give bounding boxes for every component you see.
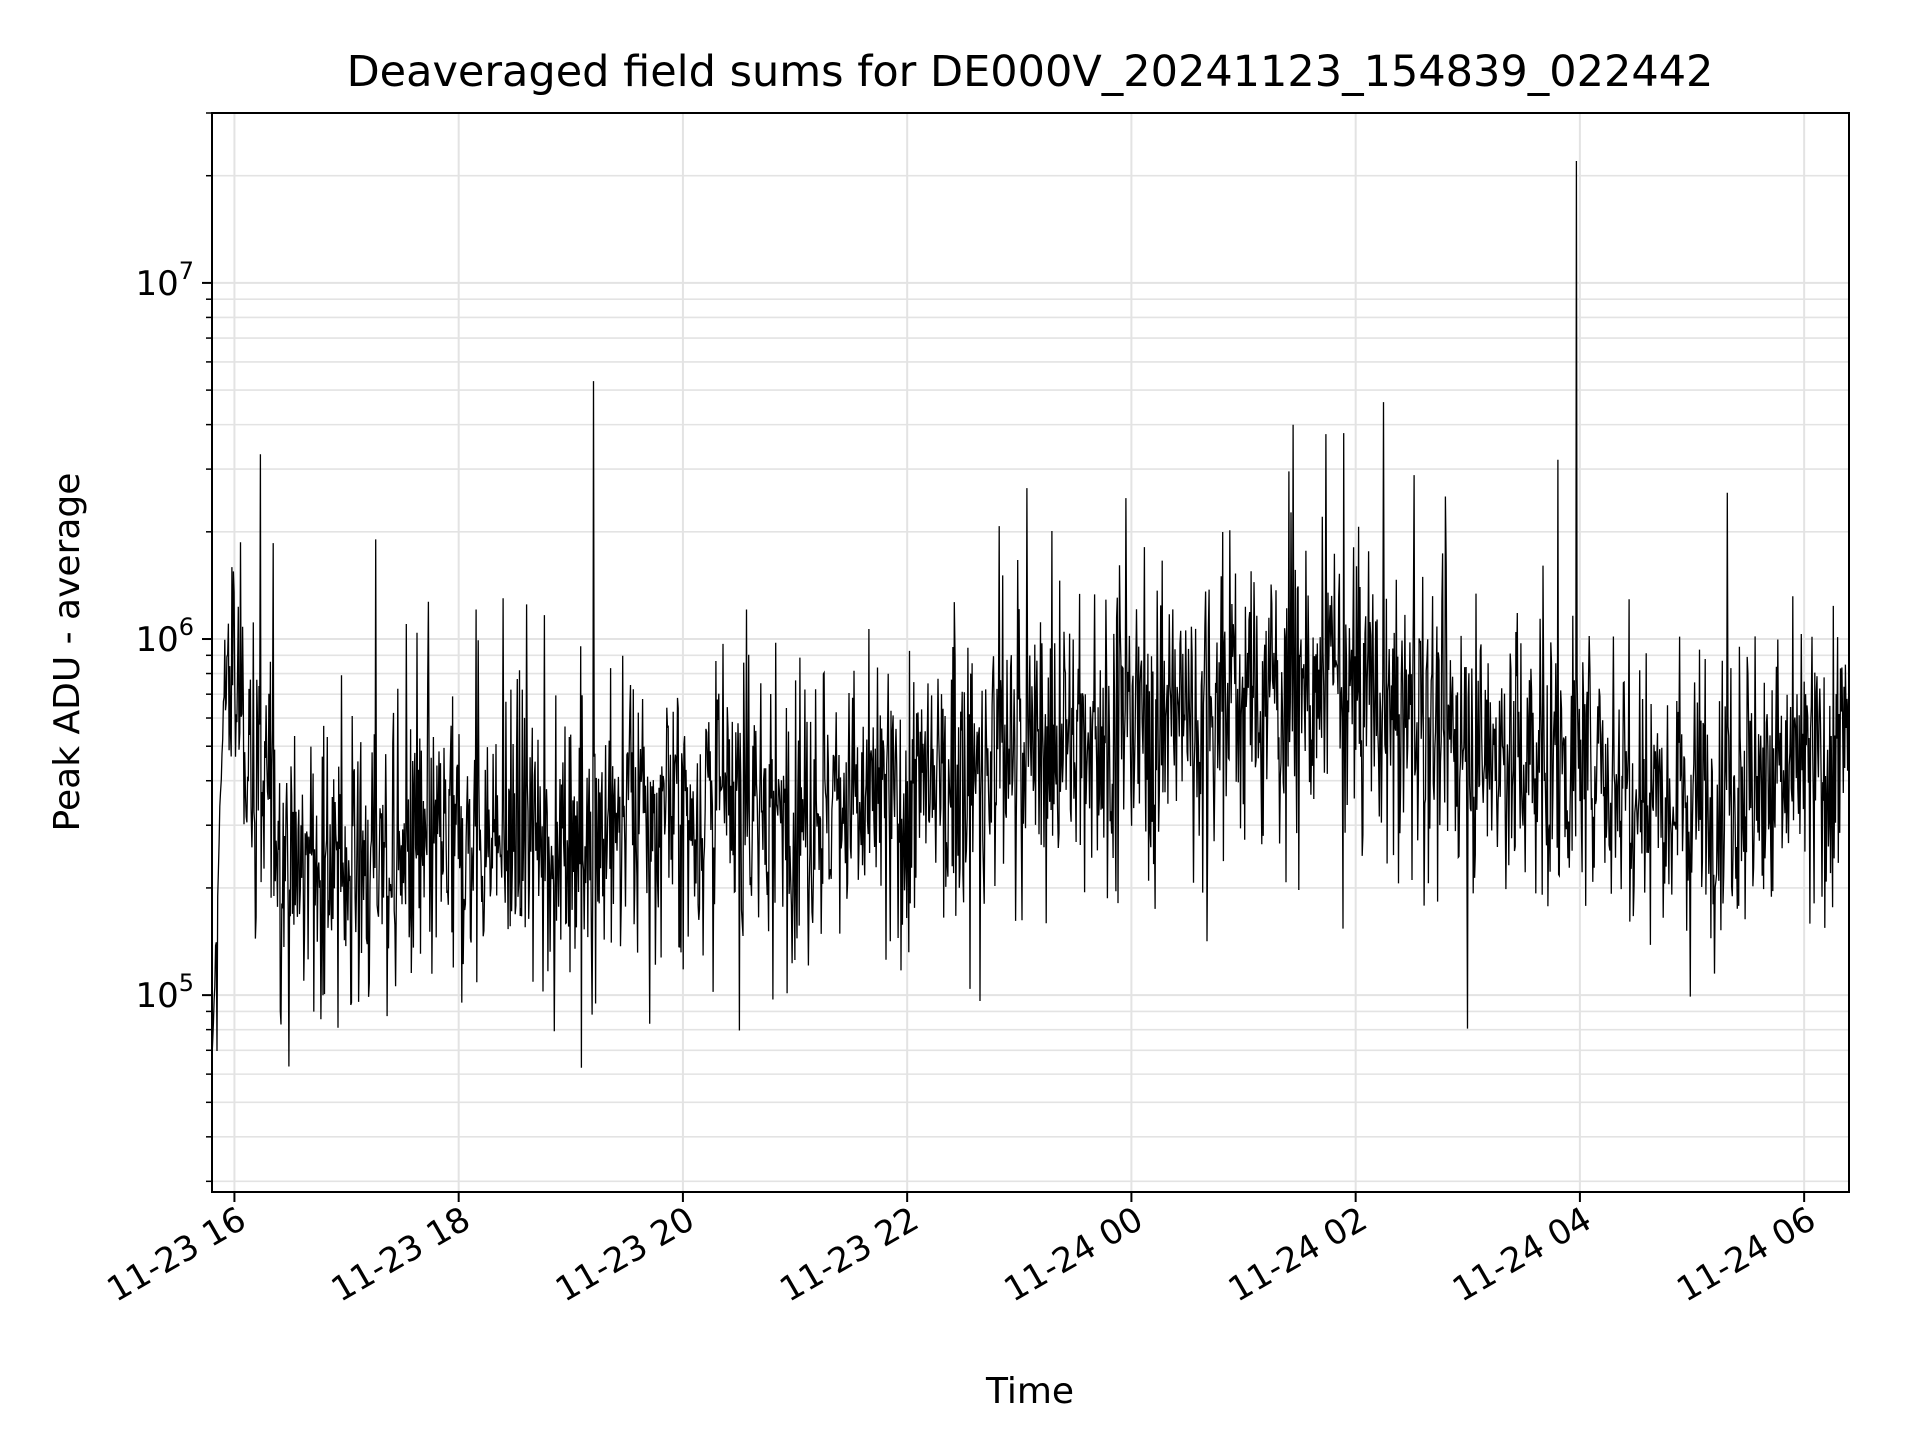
y-tick-label: 106 [135, 613, 194, 660]
y-tick-label: 107 [135, 257, 194, 304]
y-axis-label: Peak ADU - average [47, 473, 88, 832]
data-series [211, 160, 1850, 1068]
plot-frame [211, 112, 1850, 1193]
chart-title: Deaveraged field sums for DE000V_2024112… [347, 47, 1714, 97]
x-axis-label: Time [985, 1371, 1074, 1412]
y-tick-label: 105 [135, 969, 194, 1016]
series-line [211, 160, 1850, 1068]
